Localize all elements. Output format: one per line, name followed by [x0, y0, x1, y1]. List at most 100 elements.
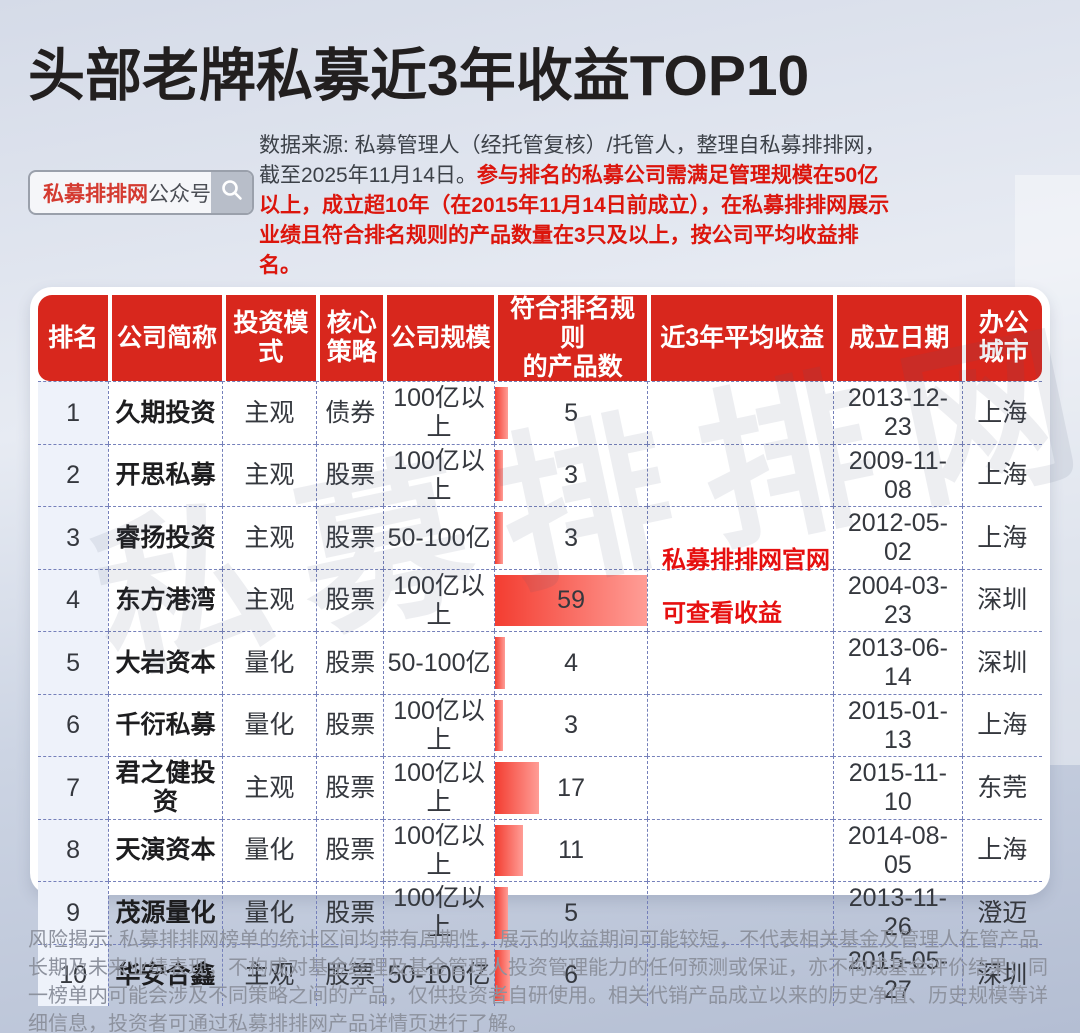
- product-count-bar: [494, 824, 524, 877]
- cell-city: 深圳: [961, 943, 1042, 1007]
- cell-city: 上海: [961, 818, 1042, 882]
- red-watermark-line1: 私募排排网官网: [662, 547, 830, 574]
- cell-company: 久期投资: [108, 381, 222, 444]
- col-header-5: 符合排名规则 的产品数: [493, 295, 648, 382]
- cell-strategy: 股票: [316, 693, 384, 757]
- cell-city: 东莞: [961, 756, 1042, 819]
- cell-products: 3: [493, 443, 648, 507]
- cell-company: 华安合鑫: [108, 943, 222, 1007]
- search-icon: [219, 177, 245, 208]
- cell-scale: 50-100亿: [383, 943, 494, 1007]
- search-brand-text: 私募排排网: [43, 182, 148, 206]
- cell-founded: 2012-05-02: [833, 506, 962, 569]
- product-count-value: 3: [564, 461, 579, 490]
- cell-products: 11: [493, 818, 648, 882]
- product-count-value: 4: [564, 648, 579, 677]
- cell-strategy: 股票: [316, 443, 384, 507]
- product-count-bar: [494, 762, 539, 814]
- product-count-bar: [494, 574, 648, 627]
- table-row: 7 君之健投资 主观 股票 100亿以上 17 2015-11-10 东莞: [38, 756, 1042, 819]
- cell-rank: 3: [38, 506, 109, 569]
- cell-company: 开思私募: [108, 443, 222, 507]
- cell-return-3y: [647, 818, 834, 882]
- cell-founded: 2015-05-27: [833, 943, 962, 1007]
- cell-return-3y: [647, 381, 834, 444]
- cell-return-3y: [647, 943, 834, 1007]
- col-header-6: 近3年平均收益: [647, 295, 834, 382]
- product-count-bar: [494, 949, 511, 1002]
- product-count-value: 59: [557, 586, 585, 615]
- cell-company: 东方港湾: [108, 568, 222, 632]
- cell-strategy: 股票: [316, 568, 384, 632]
- cell-city: 上海: [961, 381, 1042, 444]
- source-note-normal: 数据来源: 私募管理人（经托管复核）/托管人，整理自私募排排网，截至2025年1…: [259, 134, 886, 187]
- cell-strategy: 股票: [316, 943, 384, 1007]
- col-header-0: 排名: [38, 295, 109, 382]
- cell-company: 大岩资本: [108, 631, 222, 694]
- table-body: 1 久期投资 主观 债券 100亿以上 5 2013-12-23 上海 2 开思私募 主观 股票 100…: [38, 381, 1042, 1007]
- cell-return-3y: [647, 506, 834, 569]
- cell-company: 千衍私募: [108, 693, 222, 757]
- search-box[interactable]: 私募排排网公众号: [28, 170, 254, 215]
- cell-strategy: 股票: [316, 631, 384, 694]
- cell-founded: 2004-03-23: [833, 568, 962, 632]
- table-row: 4 东方港湾 主观 股票 100亿以上 59 2004-03-23 深圳: [38, 568, 1042, 632]
- cell-company: 睿扬投资: [108, 506, 222, 569]
- cell-rank: 5: [38, 631, 109, 694]
- ranking-table-card: 排名 公司简称 投资模式 核心策略 公司规模 符合排名规则 的产品数 近3年平均收益 成立日期…: [30, 287, 1050, 1007]
- cell-rank: 1: [38, 381, 109, 444]
- cell-mode: 量化: [221, 881, 317, 944]
- cell-scale: 50-100亿: [383, 631, 494, 694]
- product-count-value: 3: [564, 523, 579, 552]
- product-count-bar: [494, 449, 503, 502]
- footer-disclaimer: 风险揭示: 私募排排网榜单的统计区间均带有周期性，展示的收益期间可能较短，不代表…: [28, 929, 1048, 1033]
- cell-founded: 2009-11-08: [833, 443, 962, 507]
- col-header-1: 公司简称: [108, 295, 222, 382]
- cell-scale: 100亿以上: [383, 443, 494, 507]
- red-watermark: 私募排排网官网 可查看收益: [662, 549, 830, 626]
- cell-strategy: 股票: [316, 756, 384, 819]
- cell-products: 4: [493, 631, 648, 694]
- page-title: 头部老牌私募近3年收益TOP10: [28, 44, 810, 108]
- cell-founded: 2015-11-10: [833, 756, 962, 819]
- cell-products: 5: [493, 381, 648, 444]
- table-row: 9 茂源量化 量化 股票 100亿以上 5 2013-11-26 澄迈: [38, 881, 1042, 944]
- cell-scale: 100亿以上: [383, 756, 494, 819]
- cell-rank: 8: [38, 818, 109, 882]
- cell-return-3y: [647, 693, 834, 757]
- cell-founded: 2013-06-14: [833, 631, 962, 694]
- col-header-4: 公司规模: [383, 295, 494, 382]
- cell-rank: 7: [38, 756, 109, 819]
- cell-strategy: 股票: [316, 818, 384, 882]
- cell-rank: 10: [38, 943, 109, 1007]
- table-header-row: 排名 公司简称 投资模式 核心策略 公司规模 符合排名规则 的产品数 近3年平均收益 成立日期…: [38, 295, 1042, 382]
- table-row: 8 天演资本 量化 股票 100亿以上 11 2014-08-05 上海: [38, 818, 1042, 882]
- col-header-2: 投资模式: [221, 295, 317, 382]
- search-button[interactable]: [211, 172, 252, 213]
- cell-mode: 主观: [221, 443, 317, 507]
- cell-return-3y: [647, 568, 834, 632]
- cell-scale: 50-100亿: [383, 506, 494, 569]
- cell-scale: 100亿以上: [383, 381, 494, 444]
- product-count-bar: [494, 887, 508, 939]
- search-input-text: 私募排排网公众号: [30, 178, 211, 208]
- product-count-value: 17: [557, 773, 585, 802]
- product-count-value: 3: [564, 711, 579, 740]
- table-row: 1 久期投资 主观 债券 100亿以上 5 2013-12-23 上海: [38, 381, 1042, 444]
- cell-return-3y: [647, 631, 834, 694]
- cell-mode: 主观: [221, 943, 317, 1007]
- cell-mode: 主观: [221, 381, 317, 444]
- cell-city: 上海: [961, 506, 1042, 569]
- cell-products: 3: [493, 693, 648, 757]
- cell-founded: 2014-08-05: [833, 818, 962, 882]
- cell-scale: 100亿以上: [383, 693, 494, 757]
- cell-scale: 100亿以上: [383, 881, 494, 944]
- cell-return-3y: [647, 881, 834, 944]
- cell-products: 6: [493, 943, 648, 1007]
- table-row: 3 睿扬投资 主观 股票 50-100亿 3 2012-05-02 上海: [38, 506, 1042, 569]
- cell-products: 5: [493, 881, 648, 944]
- source-note-highlight: 参与排名的私募公司需满足管理规模在50亿以上，成立超10年（在2015年11月1…: [259, 164, 890, 277]
- table-row: 5 大岩资本 量化 股票 50-100亿 4 2013-06-14 深圳: [38, 631, 1042, 694]
- table-header: 排名 公司简称 投资模式 核心策略 公司规模 符合排名规则 的产品数 近3年平均收益 成立日期…: [38, 295, 1042, 382]
- product-count-value: 11: [558, 836, 585, 865]
